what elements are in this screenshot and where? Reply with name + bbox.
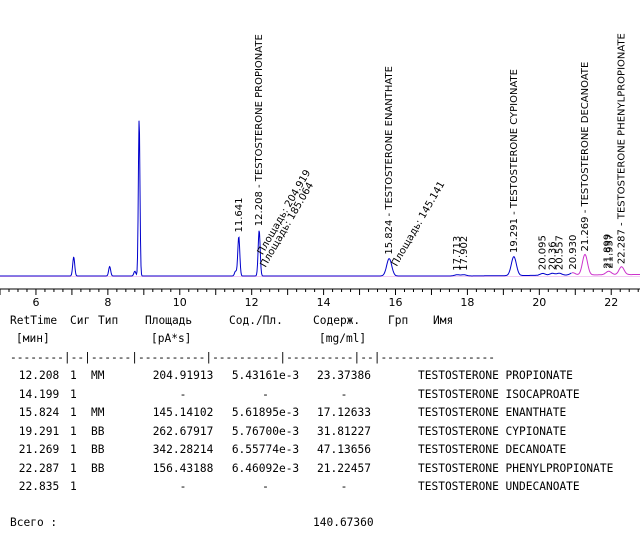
x-tick-label: 8 [104, 296, 111, 309]
header-content: Содерж. [313, 314, 361, 327]
cell-sig: 1 [70, 443, 77, 456]
cell-ratio: - [262, 480, 269, 493]
cell-rettime: 14.199 [18, 387, 60, 401]
cell-type: MM [91, 406, 105, 419]
cell-type: MM [91, 369, 105, 382]
cell-type: BB [91, 461, 105, 475]
cell-sig: 1 [70, 369, 77, 382]
trace-line [0, 120, 572, 277]
cell-ratio: 6.46092e-3 [231, 461, 300, 475]
cell-content: - [340, 480, 348, 493]
cell-content: - [340, 387, 348, 401]
cell-content: 31.81227 [317, 424, 371, 438]
unit-area: [pA*s] [151, 332, 192, 345]
cell-name: TESTOSTERONE ENANTHATE [418, 406, 567, 419]
x-tick-label: 22 [604, 296, 618, 309]
peak-label: 20.095 [538, 235, 549, 270]
x-tick-label: 12 [245, 296, 259, 309]
cell-area: 145.14102 [152, 406, 214, 419]
cell-name: TESTOSTERONE ISOCAPROATE [418, 387, 580, 401]
cell-sig: 1 [70, 480, 77, 493]
total-value: 140.67360 [313, 516, 374, 529]
cell-sig: 1 [70, 424, 77, 438]
header-ratio: Сод./Пл. [229, 314, 283, 327]
peak-label: 21.269 - TESTOSTERONE DECANOATE [580, 62, 591, 252]
peak-label: Площадь: 145.141 [390, 180, 448, 269]
cell-name: TESTOSTERONE PROPIONATE [418, 369, 573, 382]
chromatogram-plot: 6 8 10 12 14 16 18 20 22 11.641 12.208 - TESTOSTER… [0, 33, 640, 309]
cell-area: 156.43188 [152, 461, 214, 475]
cell-rettime: 19.291 [18, 424, 60, 438]
x-tick-label: 6 [32, 296, 39, 309]
cell-content: 47.13656 [317, 443, 371, 456]
peak-label: 20.930 [568, 235, 579, 270]
cell-rettime: 22.287 [18, 461, 60, 475]
cell-sig: 1 [70, 406, 77, 419]
cell-ratio: 6.55774e-3 [231, 443, 300, 456]
integration-report: RetTime Сиг Тип Площадь Сод./Пл. Содерж.… [0, 312, 640, 533]
header-type: Тип [98, 314, 119, 327]
cell-content: 21.22457 [317, 461, 371, 475]
total-label: Всего : [10, 516, 58, 529]
header-area: Площадь [145, 314, 193, 327]
peak-label: 20.557 [554, 235, 565, 270]
header-rettime: RetTime [10, 314, 58, 327]
cell-rettime: 15.824 [18, 406, 60, 419]
cell-rettime: 12.208 [18, 369, 60, 382]
cell-area: 262.67917 [152, 424, 214, 438]
x-tick-label: 14 [317, 296, 331, 309]
trace-line-tail [571, 253, 640, 276]
x-tick-label: 20 [532, 296, 546, 309]
peak-label: 17.902 [459, 236, 470, 271]
cell-area: - [179, 480, 187, 493]
cell-rettime: 22.835 [18, 480, 60, 493]
peak-label: 17.713 [452, 236, 463, 271]
cell-sig: 1 [70, 387, 77, 401]
cell-sig: 1 [70, 461, 77, 475]
x-tick-label: 18 [460, 296, 474, 309]
peak-label: 15.824 - TESTOSTERONE ENANTHATE [384, 66, 395, 255]
peak-label: Площадь: 185.064 [259, 181, 317, 270]
cell-content: 17.12633 [317, 406, 371, 419]
cell-ratio: 5.76700e-3 [231, 424, 300, 438]
cell-rettime: 21.269 [18, 443, 60, 456]
peak-label: 11.641 [234, 197, 245, 232]
table-separator: --------|--|------|----------|----------… [10, 351, 495, 364]
cell-name: TESTOSTERONE CYPIONATE [418, 424, 567, 438]
unit-content: [mg/ml] [319, 332, 367, 345]
peak-label: 12.208 - TESTOSTERONE PROPIONATE [254, 34, 265, 226]
peak-label: 19.291 - TESTOSTERONE CYPIONATE [509, 69, 520, 253]
cell-area: 204.91913 [152, 369, 214, 382]
cell-ratio: 5.43161e-3 [231, 369, 300, 382]
cell-name: TESTOSTERONE UNDECANOATE [418, 480, 580, 493]
cell-area: - [179, 387, 187, 401]
peak-label: 20.36 [547, 241, 558, 270]
peak-label: 22.287 - TESTOSTERONE PHENYLPROPIONATE [617, 33, 628, 264]
header-signal: Сиг [70, 314, 91, 327]
cell-ratio: - [262, 387, 269, 401]
header-group: Грп [388, 314, 409, 327]
cell-content: 23.37386 [317, 369, 371, 382]
cell-type: BB [91, 443, 105, 456]
x-tick-label: 10 [173, 296, 187, 309]
header-name: Имя [433, 314, 454, 327]
peak-label: 21.899 [603, 234, 614, 269]
cell-name: TESTOSTERONE PHENYLPROPIONATE [418, 461, 614, 475]
unit-rettime: [мин] [16, 332, 50, 345]
cell-area: 342.28214 [152, 443, 214, 456]
x-tick-label: 16 [389, 296, 403, 309]
cell-name: TESTOSTERONE DECANOATE [418, 443, 567, 456]
peak-label: 21.957 [605, 234, 616, 269]
cell-ratio: 5.61895e-3 [231, 406, 300, 419]
cell-type: BB [91, 424, 105, 438]
chromatogram: 6 8 10 12 14 16 18 20 22 11.641 12.208 - TESTOSTER… [0, 33, 640, 309]
